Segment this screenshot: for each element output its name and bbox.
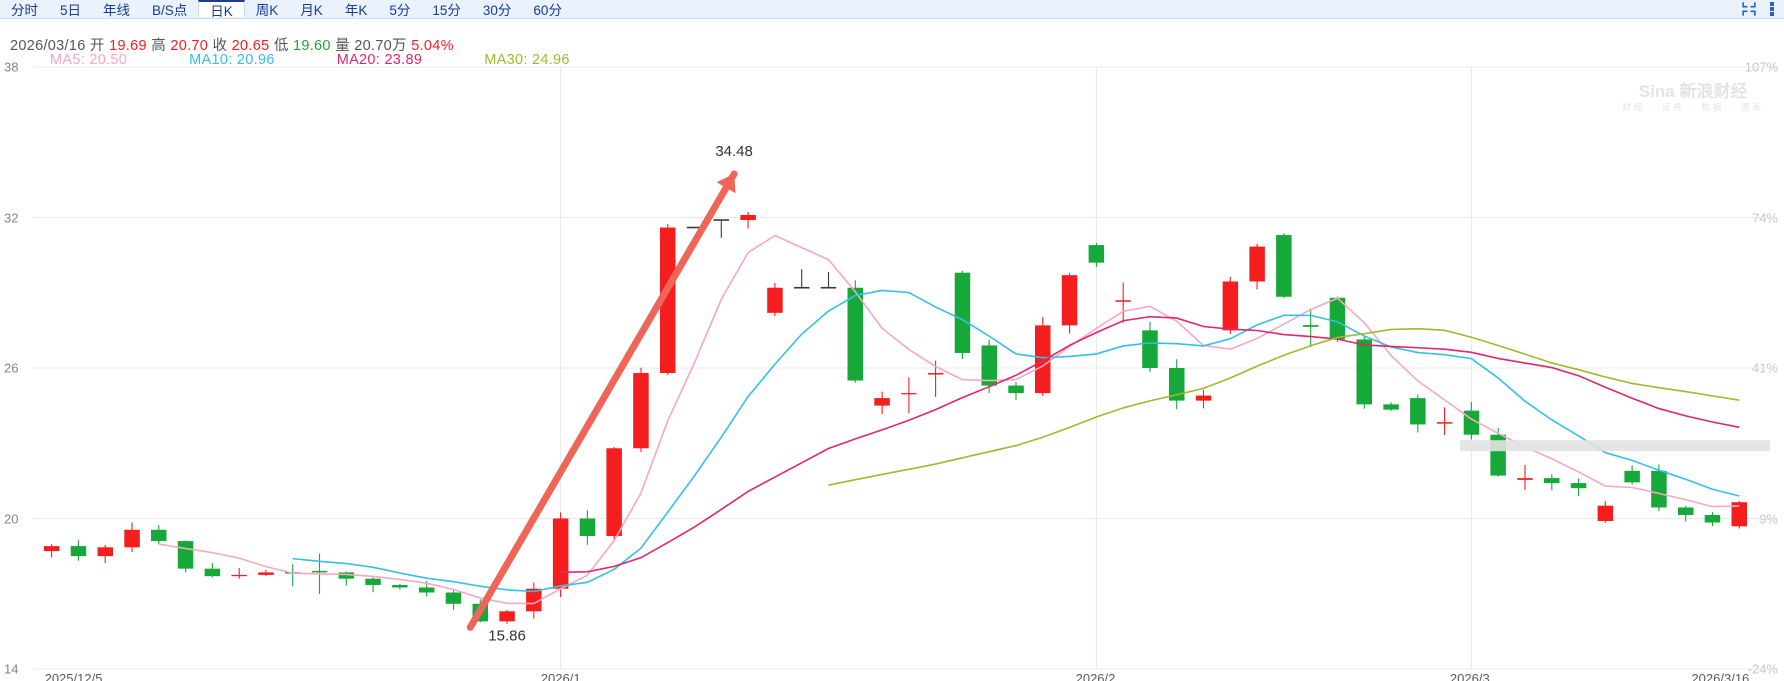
svg-text:34.48: 34.48: [715, 143, 753, 160]
svg-text:15.86: 15.86: [488, 627, 526, 644]
